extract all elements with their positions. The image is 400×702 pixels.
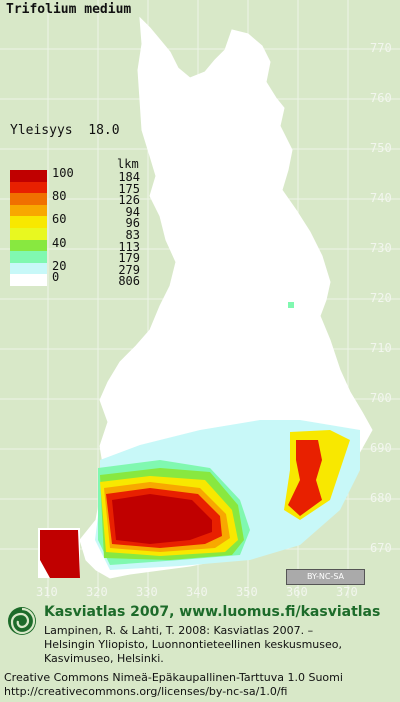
y-label-740: 740 xyxy=(370,191,392,205)
citation-line-1: Lampinen, R. & Lahti, T. 2008: Kasviatla… xyxy=(44,624,314,637)
legend-count: 83 xyxy=(125,228,140,242)
legend-swatch xyxy=(10,216,47,229)
legend-count-header: lkm xyxy=(117,157,139,171)
legend-swatch xyxy=(10,251,47,264)
legend-swatch xyxy=(10,204,47,217)
y-label-680: 680 xyxy=(370,491,392,505)
legend-count: 113 xyxy=(118,239,140,254)
legend-swatch xyxy=(10,170,47,182)
x-label-340: 340 xyxy=(186,585,208,599)
y-label-700: 700 xyxy=(370,391,392,405)
footer xyxy=(0,598,400,702)
x-label-360: 360 xyxy=(286,585,308,599)
atlas-title: Kasviatlas 2007, www.luomus.fi/kasviatla… xyxy=(44,604,381,620)
legend-percent: 0 xyxy=(52,270,60,285)
legend-percent: 40 xyxy=(52,235,67,250)
citation-line-2: Helsingin Yliopisto, Luonnontieteellinen… xyxy=(44,638,342,651)
citation-line-3: Kasvimuseo, Helsinki. xyxy=(44,652,164,665)
legend-count: 94 xyxy=(125,204,140,219)
legend-count: 279 xyxy=(118,262,140,277)
legend-swatch xyxy=(10,239,47,252)
species-title: Trifolium medium xyxy=(6,2,132,17)
legend-swatch xyxy=(10,262,47,275)
distribution-cells xyxy=(40,302,360,578)
distribution-map xyxy=(0,0,400,598)
legend-count: 179 xyxy=(118,251,140,266)
legend-percent: 60 xyxy=(52,212,67,227)
legend-count: 175 xyxy=(118,181,140,196)
x-label-310: 310 xyxy=(36,585,58,599)
y-label-690: 690 xyxy=(370,441,392,455)
legend-count: 184 xyxy=(118,170,140,184)
y-label-730: 730 xyxy=(370,241,392,255)
y-label-760: 760 xyxy=(370,91,392,105)
legend-count: 96 xyxy=(125,216,140,231)
legend-percent: 80 xyxy=(52,189,67,204)
legend-swatch xyxy=(10,181,47,194)
license-link[interactable]: http://creativecommons.org/licenses/by-n… xyxy=(4,685,288,698)
legend-percent: 100 xyxy=(52,166,74,180)
frequency-label-text: Yleisyys xyxy=(10,123,73,138)
frequency-value: 18.0 xyxy=(88,123,120,138)
y-label-750: 750 xyxy=(370,141,392,155)
y-label-720: 720 xyxy=(370,291,392,305)
y-label-670: 670 xyxy=(370,541,392,555)
y-label-770: 770 xyxy=(370,41,392,55)
kasviatlas-logo-icon xyxy=(8,607,36,635)
x-label-330: 330 xyxy=(136,585,158,599)
legend-count: 806 xyxy=(118,274,140,289)
cc-license-badge: BY-NC-SA xyxy=(286,569,365,585)
license-line-1: Creative Commons Nimeä-Epäkaupallinen-Ta… xyxy=(4,671,343,684)
legend-count: 126 xyxy=(118,193,140,208)
x-label-350: 350 xyxy=(236,585,258,599)
legend-swatch xyxy=(10,228,47,240)
y-label-710: 710 xyxy=(370,341,392,355)
legend-swatch xyxy=(10,193,47,206)
legend-percent: 20 xyxy=(52,258,67,273)
frequency-label: Yleisyys 18.0 xyxy=(10,123,120,138)
x-label-370: 370 xyxy=(336,585,358,599)
x-label-320: 320 xyxy=(86,585,108,599)
legend-swatch xyxy=(10,274,47,287)
